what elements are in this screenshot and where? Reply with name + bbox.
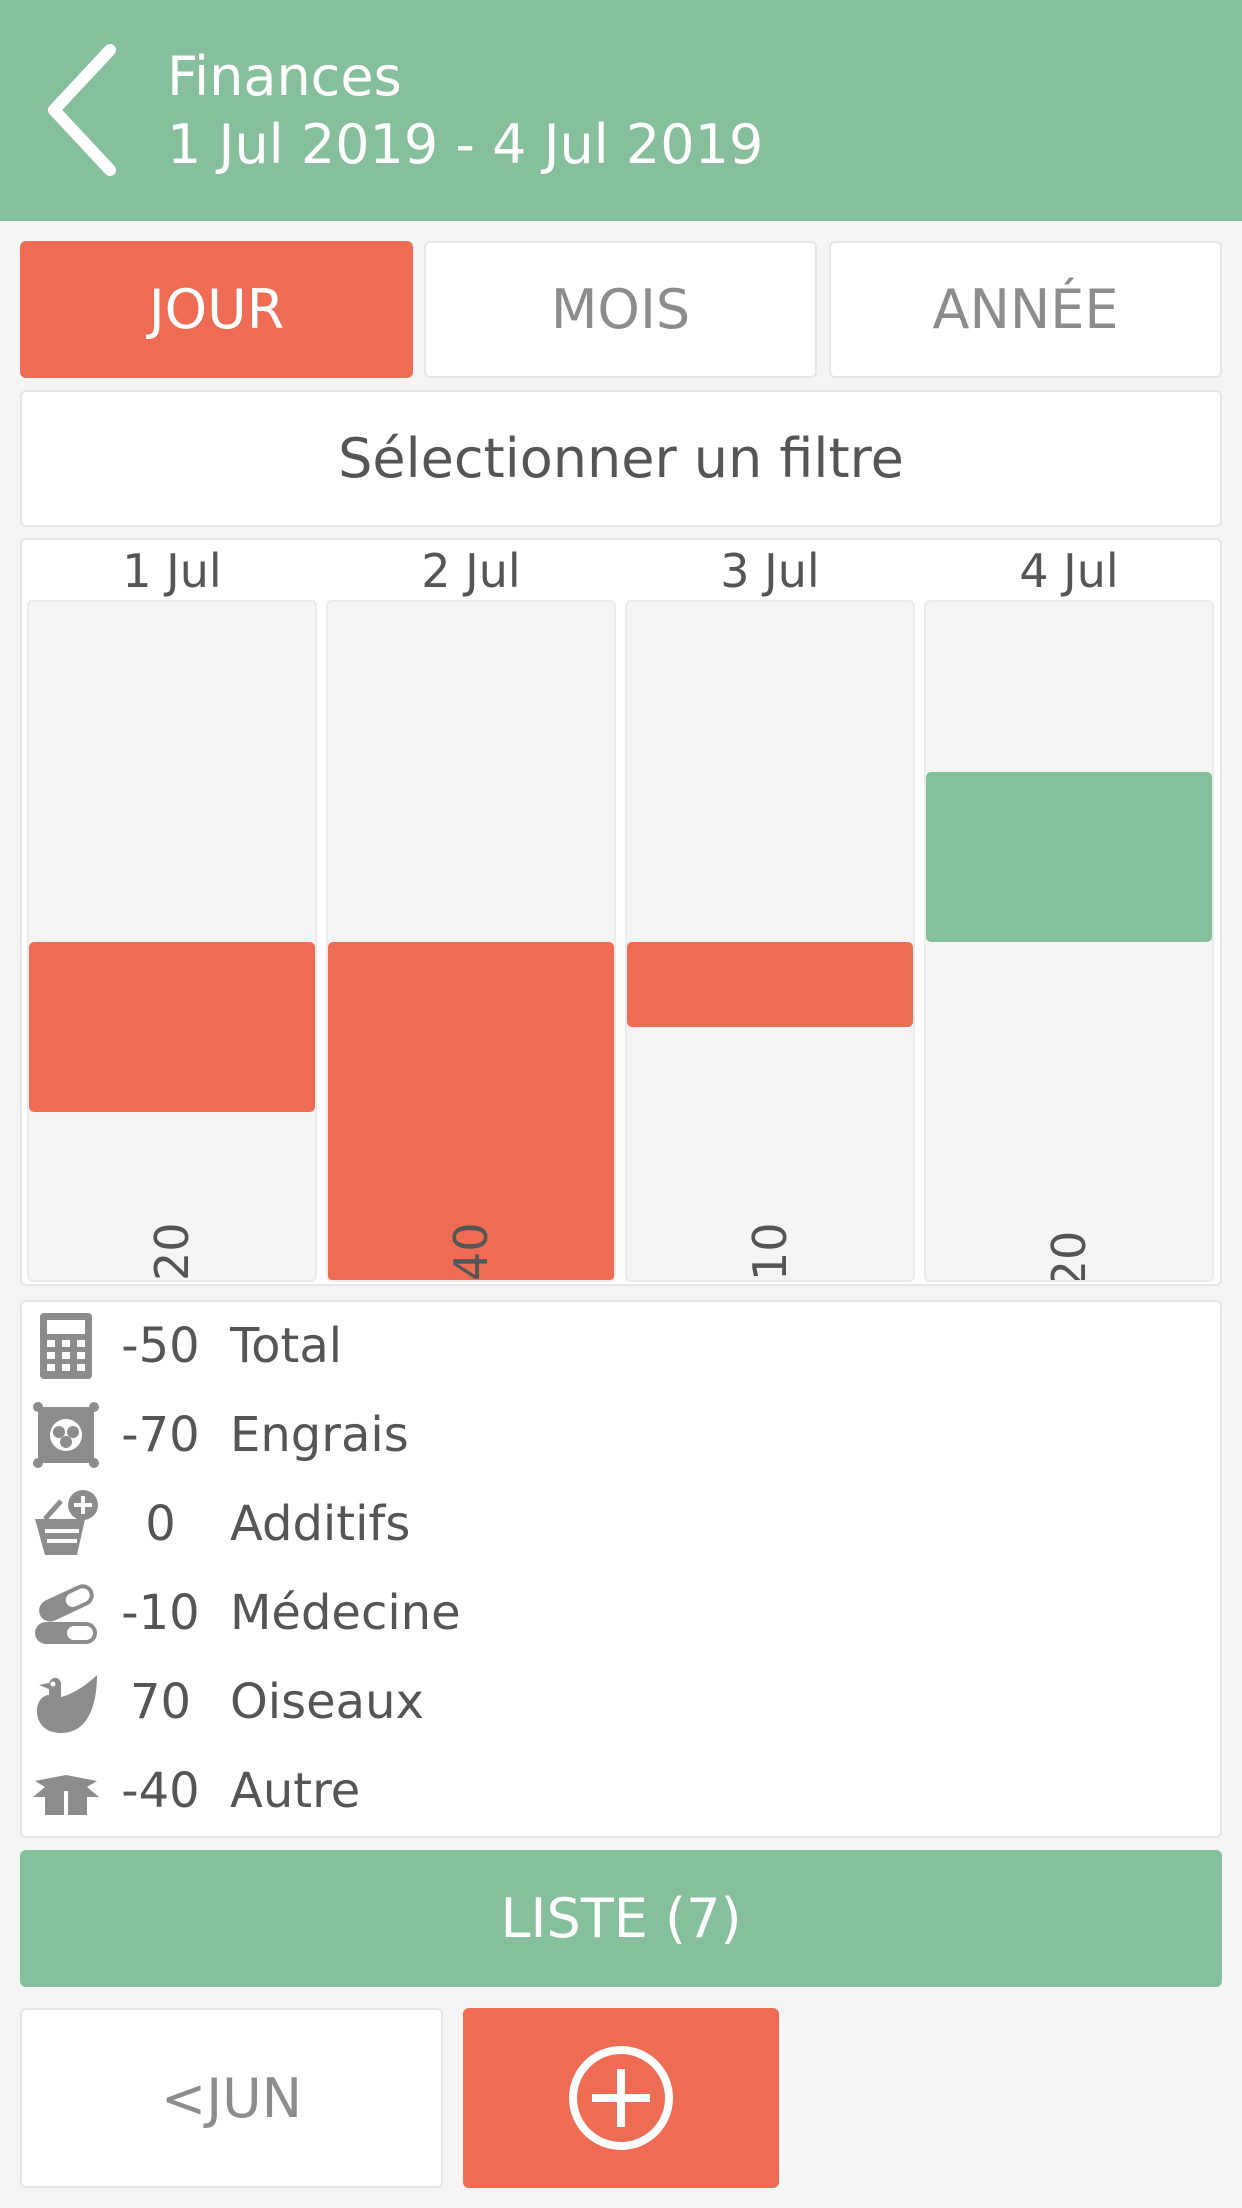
app-header [0, 0, 1242, 221]
summary-label: Engrais [230, 1407, 409, 1463]
chart-bar [926, 772, 1212, 942]
basket-add-icon [30, 1484, 102, 1564]
summary-label: Autre [230, 1763, 361, 1819]
summary-label: Oiseaux [230, 1674, 424, 1730]
bird-icon [30, 1662, 102, 1742]
chart-column[interactable]: 20 [924, 600, 1214, 1282]
calculator-icon [30, 1306, 102, 1386]
chart-x-tick-label: 3 Jul [720, 544, 820, 598]
chart-bar [627, 942, 913, 1027]
tab-mois[interactable]: MOIS [424, 241, 817, 378]
summary-row-additifs: 0 Additifs [30, 1484, 1200, 1564]
filter-select[interactable]: Sélectionner un filtre [20, 390, 1222, 527]
chart-bar [328, 942, 614, 1280]
summary-value: -70 [121, 1407, 200, 1463]
back-button[interactable] [30, 40, 130, 180]
add-button[interactable] [463, 2008, 779, 2188]
chart-column[interactable]: -20 [27, 600, 317, 1282]
chart-column[interactable]: -10 [625, 600, 915, 1282]
plus-circle-icon [569, 2046, 673, 2150]
summary-label: Médecine [230, 1585, 461, 1641]
summary-value: -40 [121, 1763, 200, 1819]
summary-row-engrais: -70 Engrais [30, 1395, 1200, 1475]
summary-value: 70 [129, 1674, 192, 1730]
fertilizer-bag-icon [30, 1395, 102, 1475]
summary-label: Total [230, 1318, 343, 1374]
previous-month-button[interactable]: <JUN [20, 2008, 443, 2188]
chart-column[interactable]: -40 [326, 600, 616, 1282]
page-title: Finances [167, 45, 402, 108]
open-box-icon [30, 1751, 102, 1831]
tab-annee[interactable]: ANNÉE [829, 241, 1222, 378]
tab-jour[interactable]: JOUR [20, 241, 413, 378]
list-button[interactable]: LISTE (7) [20, 1850, 1222, 1987]
chart-bar [29, 942, 315, 1112]
summary-label: Additifs [230, 1496, 411, 1552]
summary-value: -50 [121, 1318, 200, 1374]
summary-row-autre: -40 Autre [30, 1751, 1200, 1831]
summary-row-oiseaux: 70 Oiseaux [30, 1662, 1200, 1742]
chevron-left-icon [48, 44, 116, 176]
pill-icon [30, 1573, 102, 1653]
summary-value: -10 [121, 1585, 200, 1641]
chart-x-tick-label: 4 Jul [1019, 544, 1119, 598]
summary-value: 0 [145, 1496, 176, 1552]
summary-row-medecine: -10 Médecine [30, 1573, 1200, 1653]
date-range: 1 Jul 2019 - 4 Jul 2019 [167, 113, 764, 176]
summary-row-total: -50 Total [30, 1306, 1200, 1386]
chart-x-tick-label: 2 Jul [421, 544, 521, 598]
chart-x-tick-label: 1 Jul [122, 544, 222, 598]
summary-list [20, 1300, 1222, 1838]
